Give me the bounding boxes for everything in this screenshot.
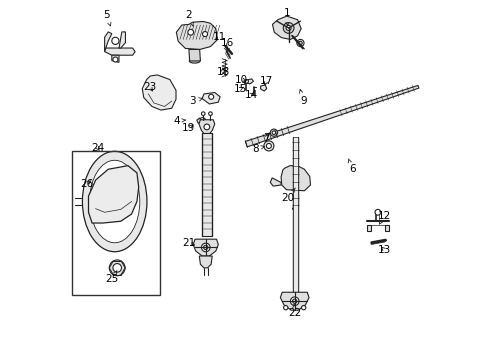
- Text: 5: 5: [103, 10, 111, 26]
- Polygon shape: [281, 166, 310, 191]
- Text: 18: 18: [216, 67, 229, 77]
- Polygon shape: [196, 118, 201, 123]
- Circle shape: [290, 297, 298, 306]
- Circle shape: [270, 129, 277, 136]
- Text: 9: 9: [299, 90, 306, 106]
- Ellipse shape: [89, 160, 140, 243]
- Polygon shape: [202, 93, 220, 104]
- Text: 14: 14: [244, 90, 257, 100]
- Text: 16: 16: [221, 38, 234, 52]
- Text: 12: 12: [377, 211, 390, 224]
- Text: 4: 4: [173, 116, 185, 126]
- Text: 1: 1: [284, 8, 290, 26]
- Polygon shape: [270, 178, 281, 186]
- Circle shape: [109, 260, 125, 276]
- Polygon shape: [384, 225, 388, 231]
- Circle shape: [201, 112, 204, 116]
- Polygon shape: [292, 191, 298, 209]
- Circle shape: [199, 118, 205, 124]
- Circle shape: [203, 124, 209, 130]
- Text: 20: 20: [281, 188, 295, 203]
- Circle shape: [112, 37, 119, 44]
- Text: 25: 25: [105, 271, 118, 284]
- Polygon shape: [366, 225, 370, 231]
- Text: 26: 26: [80, 179, 93, 189]
- Polygon shape: [193, 239, 218, 256]
- Polygon shape: [280, 292, 308, 310]
- Circle shape: [113, 57, 118, 62]
- Polygon shape: [104, 32, 112, 51]
- Text: 15: 15: [234, 84, 247, 94]
- Text: 21: 21: [182, 238, 195, 248]
- Text: 2: 2: [185, 10, 193, 26]
- Polygon shape: [142, 75, 176, 110]
- Text: 13: 13: [377, 245, 390, 255]
- Circle shape: [374, 210, 380, 215]
- Text: 23: 23: [142, 82, 156, 92]
- Circle shape: [296, 40, 304, 46]
- Polygon shape: [245, 85, 418, 147]
- Circle shape: [208, 112, 212, 116]
- Text: 8: 8: [251, 144, 264, 154]
- Circle shape: [208, 94, 213, 99]
- Text: 19: 19: [182, 123, 195, 133]
- Circle shape: [244, 80, 248, 83]
- Polygon shape: [199, 120, 214, 135]
- Circle shape: [187, 30, 193, 35]
- Circle shape: [201, 243, 210, 252]
- Circle shape: [264, 141, 273, 151]
- Polygon shape: [293, 137, 297, 298]
- Polygon shape: [119, 32, 125, 48]
- Polygon shape: [88, 166, 139, 223]
- Polygon shape: [245, 79, 253, 84]
- Polygon shape: [272, 16, 301, 40]
- Text: 11: 11: [212, 32, 226, 47]
- Bar: [72, 151, 160, 295]
- Ellipse shape: [82, 151, 147, 252]
- Ellipse shape: [189, 59, 200, 63]
- Circle shape: [113, 264, 121, 272]
- Polygon shape: [112, 55, 119, 62]
- Text: 22: 22: [287, 305, 301, 318]
- Circle shape: [298, 41, 302, 45]
- Circle shape: [202, 32, 207, 37]
- Circle shape: [292, 299, 296, 303]
- Circle shape: [283, 306, 287, 310]
- Polygon shape: [188, 49, 200, 61]
- Circle shape: [283, 23, 293, 33]
- Circle shape: [301, 306, 305, 310]
- Text: 17: 17: [259, 76, 272, 86]
- Text: 6: 6: [347, 159, 355, 174]
- Polygon shape: [104, 48, 135, 55]
- Text: 24: 24: [91, 143, 104, 153]
- Polygon shape: [260, 85, 266, 91]
- Circle shape: [285, 26, 290, 31]
- Circle shape: [203, 245, 207, 249]
- Polygon shape: [199, 256, 212, 268]
- Polygon shape: [202, 134, 211, 235]
- Text: 10: 10: [234, 75, 247, 85]
- Ellipse shape: [292, 207, 298, 210]
- Text: 7: 7: [262, 133, 269, 143]
- Circle shape: [266, 143, 271, 148]
- Polygon shape: [176, 22, 217, 49]
- Text: 3: 3: [189, 96, 202, 106]
- Circle shape: [271, 131, 275, 134]
